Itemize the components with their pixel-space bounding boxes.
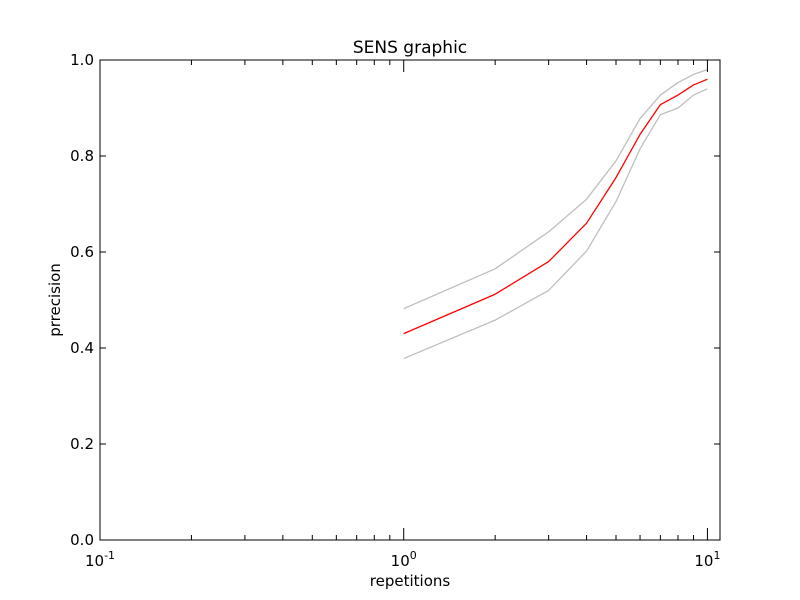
axis-ticks (99, 59, 720, 541)
chart-title: SENS graphic (353, 38, 467, 58)
y-tick-label: 0.4 (70, 339, 94, 357)
x-tick-label: 101 (694, 549, 720, 570)
y-tick-label: 0.6 (70, 243, 94, 261)
y-tick-label: 0.8 (70, 147, 94, 165)
plot-frame (99, 59, 721, 541)
y-axis-label: prrecision (46, 263, 64, 337)
series-line-0 (403, 78, 708, 335)
x-axis-label: repetitions (370, 572, 451, 590)
x-tick-label: 100 (391, 549, 417, 570)
series-line-2 (403, 88, 708, 360)
series-line-1 (403, 68, 708, 310)
plot-area (403, 68, 708, 360)
tick-labels: 0.0 0.2 0.4 0.6 0.8 1.0 10-1 100 101 (70, 51, 720, 570)
y-tick-label: 1.0 (70, 51, 94, 69)
x-tick-label: 10-1 (85, 549, 115, 570)
y-tick-label: 0.2 (70, 435, 94, 453)
y-tick-label: 0.0 (70, 531, 94, 549)
